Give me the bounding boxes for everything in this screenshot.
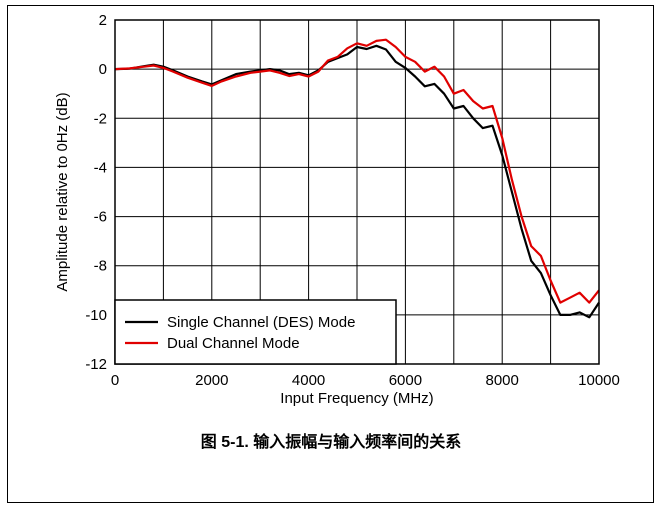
x-tick-label: 2000	[195, 372, 228, 389]
figure-frame	[7, 5, 654, 503]
tick-labels: 0 2000 4000 6000 8000 10000 2 0 -2 -4 -6 -8 -10 -12	[85, 12, 620, 389]
x-tick-label: 4000	[292, 372, 325, 389]
x-tick-label: 6000	[389, 372, 422, 389]
x-tick-label: 0	[111, 372, 119, 389]
legend-box	[114, 299, 397, 365]
y-tick-label: 2	[99, 12, 107, 29]
x-axis-label: Input Frequency (MHz)	[280, 390, 433, 407]
series-line-1	[114, 44, 600, 319]
legend-label: Single Channel (DES) Mode	[167, 314, 355, 331]
x-tick-label: 8000	[486, 372, 519, 389]
y-tick-label: -2	[94, 110, 107, 127]
line-chart: 0 2000 4000 6000 8000 10000 2 0 -2 -4 -6 -8 -10 -12 S…	[54, 12, 620, 407]
figure-caption: 图 5-1. 输入振幅与输入频率间的关系	[200, 434, 462, 451]
chart-series	[114, 38, 600, 319]
y-tick-label: -10	[85, 307, 107, 324]
legend-label: Dual Channel Mode	[167, 335, 300, 352]
y-tick-label: -12	[85, 356, 107, 373]
y-tick-label: -8	[94, 258, 107, 275]
y-tick-label: -6	[94, 209, 107, 226]
y-axis-label: Amplitude relative to 0Hz (dB)	[54, 92, 71, 291]
chart-legend: Single Channel (DES) Mode Dual Channel Mo…	[114, 299, 397, 365]
series-line-2	[114, 38, 600, 304]
y-tick-label: 0	[99, 61, 107, 78]
y-tick-label: -4	[94, 159, 107, 176]
x-tick-label: 10000	[578, 372, 620, 389]
